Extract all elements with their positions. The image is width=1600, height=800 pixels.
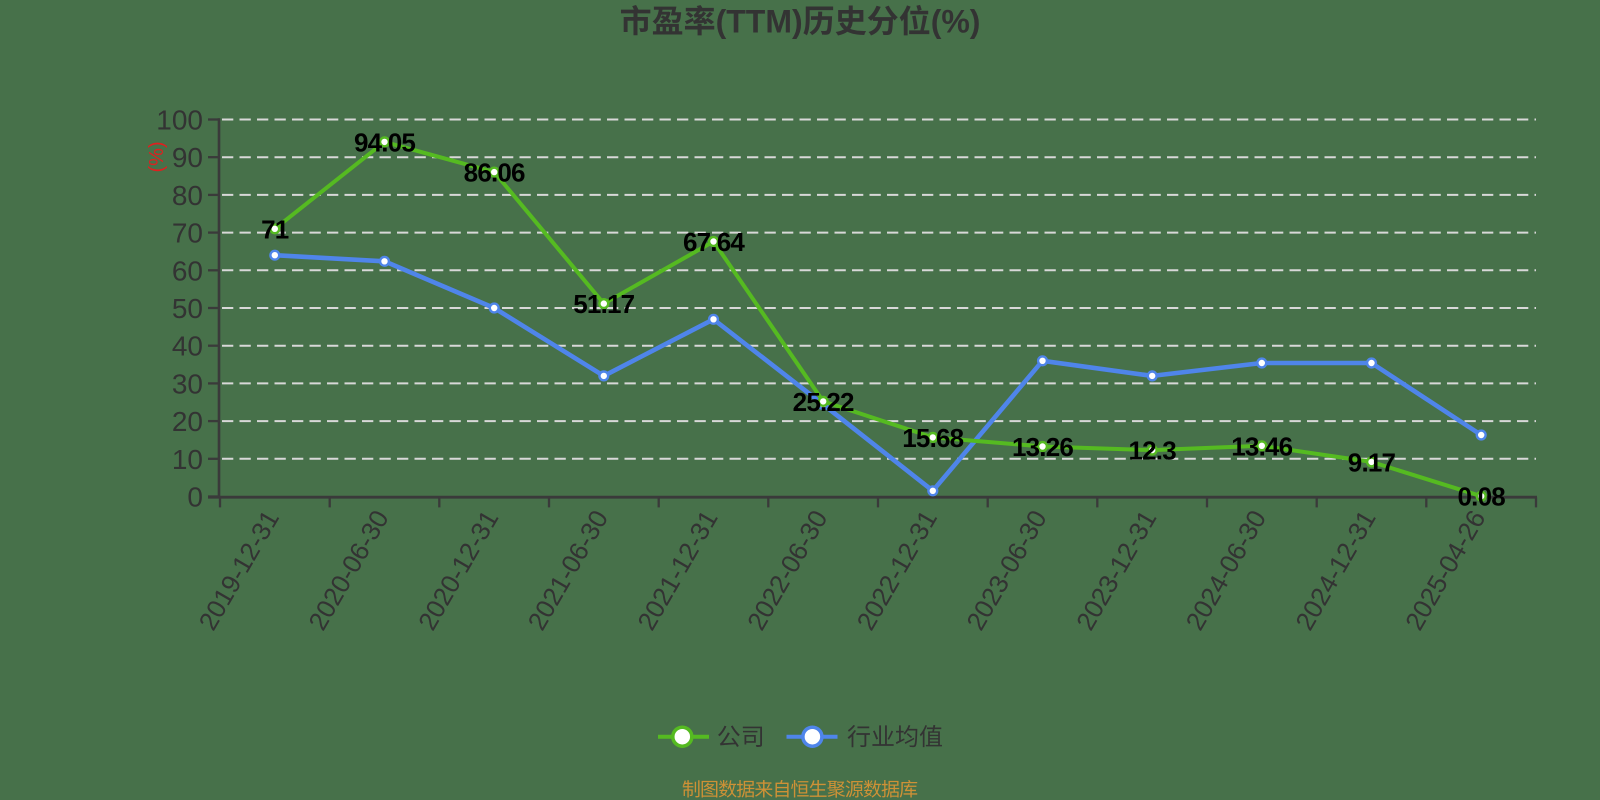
svg-text:13.26: 13.26 bbox=[1012, 432, 1073, 462]
svg-text:80: 80 bbox=[172, 180, 203, 211]
svg-text:0: 0 bbox=[187, 482, 203, 513]
svg-text:100: 100 bbox=[156, 105, 203, 136]
svg-text:(TTM): (TTM) bbox=[716, 4, 803, 40]
svg-text:(%): (%) bbox=[931, 4, 981, 40]
svg-text:67.64: 67.64 bbox=[683, 227, 745, 257]
svg-text:30: 30 bbox=[172, 368, 203, 399]
svg-text:50: 50 bbox=[172, 293, 203, 324]
svg-text:90: 90 bbox=[172, 142, 203, 173]
svg-text:9.17: 9.17 bbox=[1348, 447, 1396, 477]
svg-text:(%): (%) bbox=[146, 141, 168, 172]
svg-text:51.17: 51.17 bbox=[573, 289, 634, 319]
svg-text:13.46: 13.46 bbox=[1231, 431, 1292, 461]
svg-text:86.06: 86.06 bbox=[464, 158, 525, 188]
svg-text:60: 60 bbox=[172, 255, 203, 286]
svg-text:20: 20 bbox=[172, 406, 203, 437]
svg-text:71: 71 bbox=[261, 214, 289, 244]
svg-text:25.22: 25.22 bbox=[793, 387, 854, 417]
svg-text:15.68: 15.68 bbox=[902, 423, 963, 453]
svg-text:0.08: 0.08 bbox=[1457, 482, 1505, 512]
svg-text:40: 40 bbox=[172, 331, 203, 362]
svg-text:94.05: 94.05 bbox=[354, 127, 415, 157]
svg-text:70: 70 bbox=[172, 218, 203, 249]
svg-text:12.3: 12.3 bbox=[1128, 436, 1176, 466]
svg-text:10: 10 bbox=[172, 444, 203, 475]
